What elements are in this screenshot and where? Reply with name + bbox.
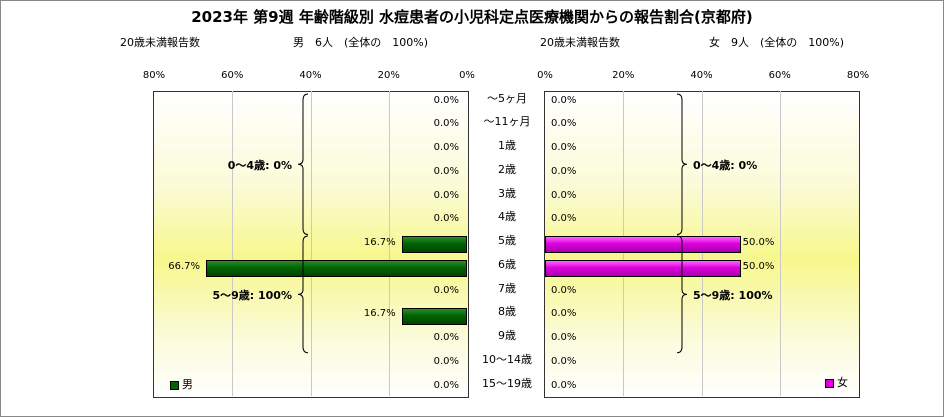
gridline-left — [232, 91, 234, 396]
male-legend-label: 男 — [182, 378, 193, 391]
category-label: 10～14歳 — [482, 352, 532, 366]
female-value-label: 0.0% — [551, 142, 577, 153]
category-label: 2歳 — [498, 162, 516, 176]
male-bar — [401, 307, 467, 325]
male-group-brace — [297, 93, 309, 235]
x-tick-left: 0% — [459, 70, 475, 81]
x-tick-left: 60% — [221, 70, 244, 81]
gridline-right — [779, 91, 781, 396]
male-legend: 男 — [170, 376, 193, 392]
category-label: ～11ヶ月 — [483, 115, 531, 129]
x-tick-left: 40% — [299, 70, 322, 81]
category-label: 4歳 — [498, 210, 516, 224]
female-bar — [545, 236, 741, 254]
category-label: 8歳 — [498, 305, 516, 319]
male-value-label: 0.0% — [433, 165, 459, 177]
category-label: 1歳 — [498, 139, 516, 152]
x-tick-right: 40% — [690, 70, 713, 81]
male-value-label: 16.7% — [363, 308, 396, 320]
female-value-label: 0.0% — [551, 332, 577, 343]
female-group-brace — [676, 235, 688, 354]
female-value-label: 0.0% — [551, 189, 577, 201]
category-label: 5歳 — [498, 234, 516, 247]
female-value-label: 0.0% — [551, 379, 577, 391]
male-subtitle-label: 20歳未満報告数 — [120, 36, 200, 49]
female-value-label: 0.0% — [551, 308, 577, 320]
male-value-label: 0.0% — [433, 213, 459, 225]
category-label: 9歳 — [498, 329, 516, 342]
female-group-brace — [676, 93, 688, 235]
female-value-label: 50.0% — [742, 237, 775, 248]
female-value-label: 0.0% — [551, 94, 577, 106]
female-subtitle-label: 20歳未満報告数 — [540, 36, 620, 49]
x-tick-right: 80% — [846, 70, 870, 81]
category-label: 15～19歳 — [482, 376, 532, 390]
x-tick-right: 60% — [768, 70, 791, 81]
female-subtitle-count: 女 9人 (全体の 100%) — [709, 36, 845, 49]
female-value-label: 50.0% — [742, 260, 775, 272]
female-value-label: 0.0% — [551, 284, 577, 296]
male-value-label: 0.0% — [433, 355, 459, 367]
female-legend-label: 女 — [837, 376, 848, 389]
category-label: ～5ヶ月 — [487, 91, 527, 105]
female-bar — [545, 260, 741, 278]
gridline-left — [310, 91, 312, 396]
x-tick-right: 20% — [612, 70, 635, 81]
male-subtitle-count: 男 6人 (全体の 100%) — [293, 36, 429, 49]
female-value-label: 0.0% — [551, 165, 577, 177]
male-group-brace — [297, 235, 309, 354]
male-value-label: 66.7% — [168, 260, 201, 272]
female-legend-swatch — [825, 378, 834, 388]
male-value-label: 0.0% — [433, 332, 459, 343]
male-group-label: 5～9歳: 100% — [212, 289, 292, 303]
male-legend-swatch — [170, 380, 179, 390]
chart-title: 2023年 第9週 年齢階級別 水痘患者の小児科定点医療機関からの報告割合(京都… — [191, 8, 753, 26]
male-group-label: 0～4歳: 0% — [227, 158, 292, 172]
male-bar — [206, 260, 467, 278]
category-label: 7歳 — [498, 281, 516, 295]
x-tick-right: 0% — [537, 70, 553, 81]
female-value-label: 0.0% — [551, 118, 577, 130]
male-value-label: 0.0% — [433, 379, 459, 391]
female-value-label: 0.0% — [551, 355, 577, 367]
male-value-label: 0.0% — [433, 94, 459, 106]
male-value-label: 0.0% — [433, 142, 459, 153]
female-group-label: 0～4歳: 0% — [693, 158, 758, 172]
gridline-left — [388, 91, 390, 396]
x-tick-left: 80% — [142, 70, 166, 81]
female-value-label: 0.0% — [551, 213, 577, 225]
male-bar — [401, 236, 467, 254]
x-tick-left: 20% — [377, 70, 400, 81]
category-label: 6歳 — [498, 257, 516, 271]
female-legend: 女 — [825, 374, 848, 390]
male-value-label: 16.7% — [363, 237, 396, 248]
male-value-label: 0.0% — [433, 284, 459, 296]
female-group-label: 5～9歳: 100% — [693, 289, 773, 303]
male-value-label: 0.0% — [433, 118, 459, 130]
category-label: 3歳 — [498, 186, 516, 200]
male-value-label: 0.0% — [433, 189, 459, 201]
